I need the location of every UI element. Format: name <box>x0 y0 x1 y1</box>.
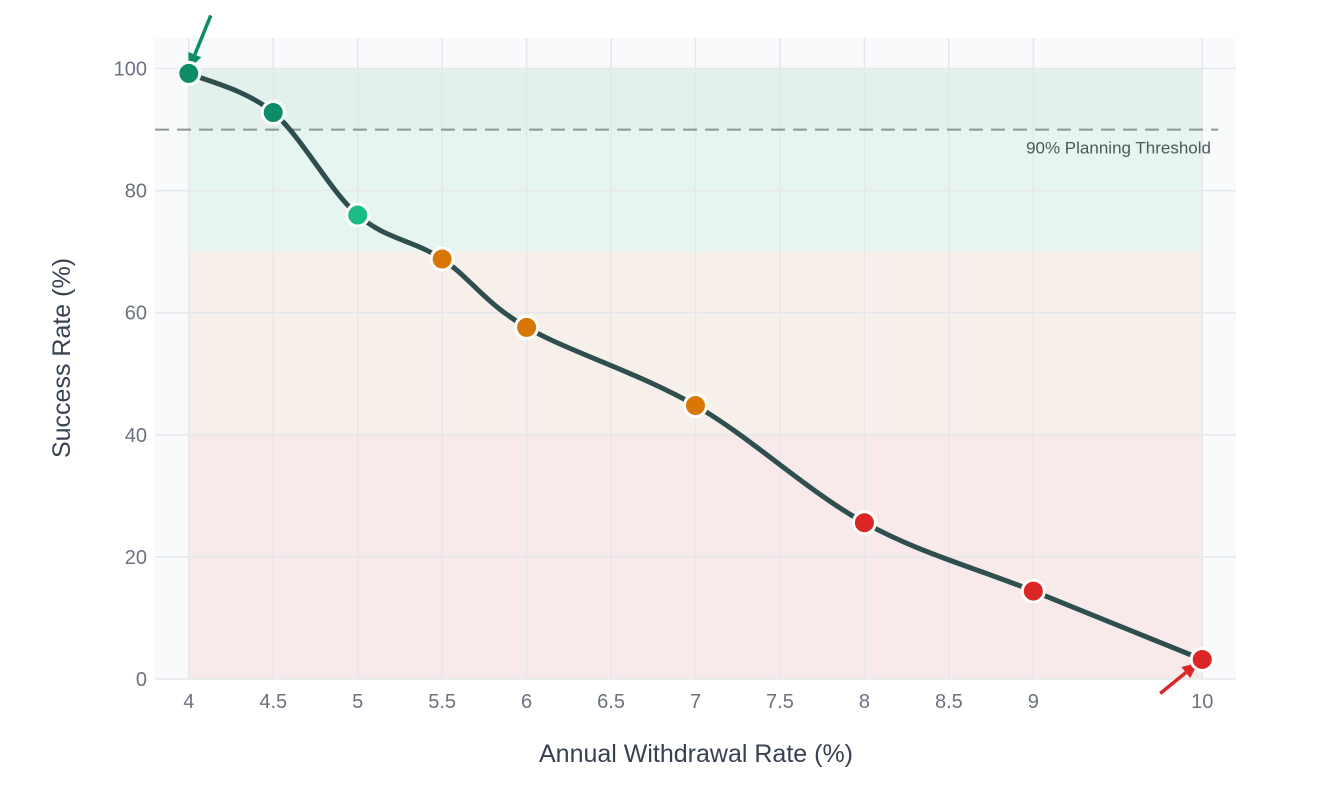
y-axis-ticks: 0 20 40 60 80 100 <box>114 59 147 691</box>
data-point-6 <box>851 510 877 536</box>
x-tick-label: 8.5 <box>935 691 963 713</box>
x-axis-title: Annual Withdrawal Rate (%) <box>539 740 853 768</box>
annotation-arrow-0 <box>193 14 213 56</box>
data-point-0 <box>176 60 202 86</box>
annotation-arrow-1 <box>1159 671 1187 695</box>
x-tick-label: 4 <box>183 691 194 713</box>
y-tick-label: 100 <box>114 59 147 81</box>
y-tick-label: 80 <box>125 181 147 203</box>
y-tick-label: 20 <box>125 547 147 569</box>
x-tick-label: 9 <box>1028 691 1039 713</box>
data-point-7 <box>1020 578 1046 604</box>
x-tick-label: 5 <box>352 691 363 713</box>
x-tick-label: 6.5 <box>597 691 625 713</box>
threshold-label: 90% Planning Threshold <box>1026 139 1211 158</box>
x-tick-label: 10 <box>1191 691 1213 713</box>
y-tick-label: 40 <box>125 425 147 447</box>
data-point-3 <box>429 246 455 272</box>
x-tick-label: 7 <box>690 691 701 713</box>
x-tick-label: 4.5 <box>259 691 287 713</box>
data-point-2 <box>345 202 371 228</box>
x-axis-ticks: 4 4.5 5 5.5 6 6.5 7 7.5 8 8.5 9 10 <box>183 691 1213 713</box>
x-tick-label: 8 <box>859 691 870 713</box>
x-tick-label: 6 <box>521 691 532 713</box>
data-points <box>176 60 1215 672</box>
threshold-group: 90% Planning Threshold <box>155 128 1218 158</box>
y-tick-label: 0 <box>136 669 147 691</box>
data-point-4 <box>514 314 540 340</box>
data-point-8 <box>1189 646 1215 672</box>
gridlines <box>155 38 1236 680</box>
data-point-1 <box>260 99 286 125</box>
y-axis-title: Success Rate (%) <box>48 258 76 458</box>
y-tick-label: 60 <box>125 303 147 325</box>
x-tick-label: 5.5 <box>428 691 456 713</box>
x-tick-label: 7.5 <box>766 691 794 713</box>
success-rate-line <box>186 70 1205 662</box>
data-point-5 <box>683 393 708 419</box>
